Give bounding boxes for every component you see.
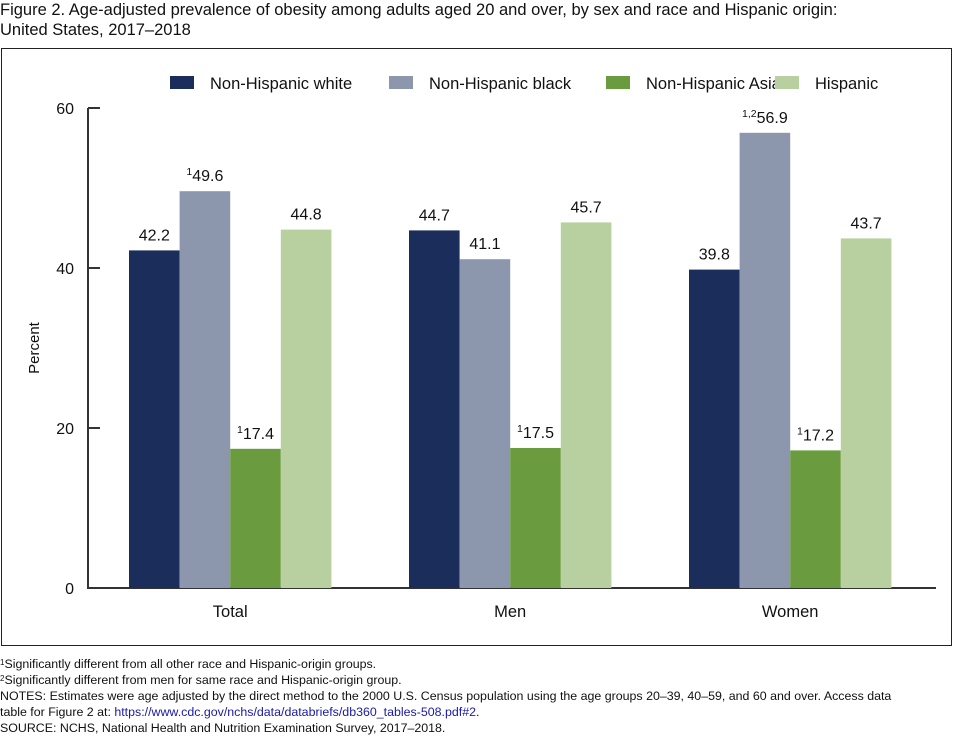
notes-suffix: . xyxy=(475,705,480,719)
footnote-1-mark: 1 xyxy=(0,658,5,667)
bar xyxy=(230,448,281,588)
legend-swatch xyxy=(775,76,799,89)
data-label: 39.8 xyxy=(699,247,730,264)
data-label: 117.4 xyxy=(237,424,274,443)
data-label: 44.8 xyxy=(291,207,322,224)
legend-swatch xyxy=(170,76,194,89)
bar xyxy=(510,448,561,588)
legend-label: Non-Hispanic Asian xyxy=(646,75,790,93)
y-axis-title: Percent xyxy=(26,321,43,374)
notes-line-2: table for Figure 2 at: https://www.cdc.g… xyxy=(0,704,960,720)
x-category-label: Total xyxy=(213,603,248,621)
footnote-1-text: Significantly different from all other r… xyxy=(4,657,377,671)
data-label-footnote: 1 xyxy=(237,424,243,436)
source-line: SOURCE: NCHS, National Health and Nutrit… xyxy=(0,721,446,735)
data-label-footnote: 1,2 xyxy=(742,108,757,120)
data-label: 149.6 xyxy=(186,166,223,185)
y-tick-label: 20 xyxy=(56,421,74,438)
bar xyxy=(689,269,740,588)
notes-prefix: table for Figure 2 at: xyxy=(0,705,115,719)
legend-label: Hispanic xyxy=(815,75,878,93)
footnote-2-mark: 2 xyxy=(0,674,5,683)
bar xyxy=(840,238,892,588)
figure-title-line-2: United States, 2017–2018 xyxy=(0,21,191,39)
legend: Non-Hispanic white Non-Hispanic black Non-… xyxy=(170,75,878,93)
legend-item: Non-Hispanic white xyxy=(170,75,352,93)
data-label: 42.2 xyxy=(139,227,170,244)
bar xyxy=(179,191,231,588)
legend-item: Hispanic xyxy=(775,75,878,93)
bar xyxy=(129,250,180,588)
footnote-2: 2Significantly different from men for sa… xyxy=(0,672,960,688)
footnote-1: 1Significantly different from all other … xyxy=(0,656,960,672)
data-label: 117.2 xyxy=(797,425,834,444)
y-tick-label: 40 xyxy=(56,261,74,278)
legend-label: Non-Hispanic white xyxy=(210,75,352,93)
legend-item: Non-Hispanic Asian xyxy=(606,75,790,93)
data-label: 44.7 xyxy=(419,207,450,224)
data-label-footnote: 1 xyxy=(186,166,192,178)
data-label: 41.1 xyxy=(469,236,500,253)
bars xyxy=(129,132,892,589)
bar xyxy=(280,229,332,588)
legend-swatch xyxy=(606,76,630,89)
bar xyxy=(560,222,612,588)
notes-line-1: NOTES: Estimates were age adjusted by th… xyxy=(0,689,892,703)
bar xyxy=(409,230,460,588)
bar xyxy=(459,259,511,588)
y-tick-label: 0 xyxy=(65,581,74,598)
x-category-label: Men xyxy=(494,603,526,621)
figure-title-line-1: Figure 2. Age-adjusted prevalence of obe… xyxy=(0,1,838,19)
x-axis-categories: Total Men Women xyxy=(213,603,819,621)
footnotes: 1Significantly different from all other … xyxy=(0,656,960,736)
y-tick-label: 60 xyxy=(56,101,74,118)
data-label: 1,256.9 xyxy=(742,108,788,127)
data-label-footnote: 1 xyxy=(517,423,523,435)
bar xyxy=(790,450,841,588)
figure-title: Figure 2. Age-adjusted prevalence of obe… xyxy=(0,0,960,40)
legend-item: Non-Hispanic black xyxy=(389,75,572,93)
data-label-footnote: 1 xyxy=(797,425,803,437)
data-labels: 42.2 149.6 117.4 44.8 44.7 41.1 117.5 45.7 39.8 1… xyxy=(139,108,882,445)
bar xyxy=(739,132,791,589)
data-label: 45.7 xyxy=(571,199,602,216)
footnote-2-text: Significantly different from men for sam… xyxy=(4,673,402,687)
chart-frame xyxy=(1,48,952,646)
legend-label: Non-Hispanic black xyxy=(429,75,572,93)
data-label: 43.7 xyxy=(851,215,882,232)
x-category-label: Women xyxy=(762,603,819,621)
legend-swatch xyxy=(389,76,413,89)
data-label: 117.5 xyxy=(517,423,554,442)
data-table-link[interactable]: https://www.cdc.gov/nchs/data/databriefs… xyxy=(114,705,476,719)
